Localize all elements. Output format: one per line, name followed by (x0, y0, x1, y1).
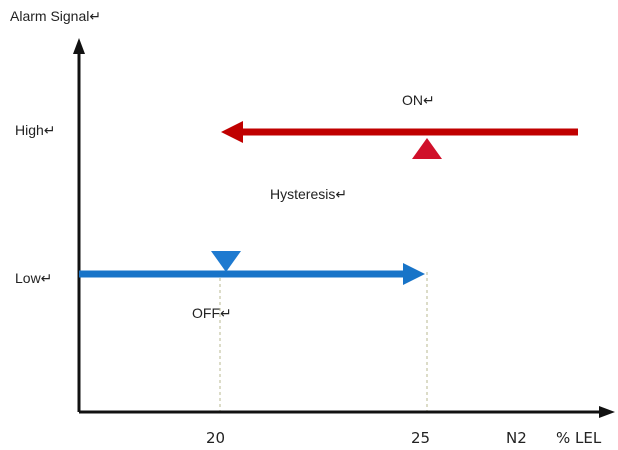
x-axis-arrowhead (599, 406, 615, 418)
off-label: OFF↵ (192, 305, 232, 321)
x-unit-gas-label: N2 (506, 429, 527, 447)
hysteresis-label: Hysteresis↵ (270, 186, 348, 202)
y-axis-label: Alarm Signal↵ (10, 8, 102, 24)
level-low-label: Low↵ (15, 270, 53, 286)
x-tick-25: 25 (411, 429, 431, 447)
on-transition-arrowhead (412, 138, 442, 159)
off-transition-arrowhead (211, 251, 241, 272)
on-path-arrowhead (221, 121, 243, 143)
x-unit-label: % LEL (556, 429, 602, 447)
level-high-label: High↵ (15, 122, 56, 138)
off-path-arrowhead (403, 263, 425, 285)
on-label: ON↵ (402, 92, 435, 108)
y-axis-arrowhead (73, 38, 85, 54)
x-tick-20: 20 (206, 429, 226, 447)
